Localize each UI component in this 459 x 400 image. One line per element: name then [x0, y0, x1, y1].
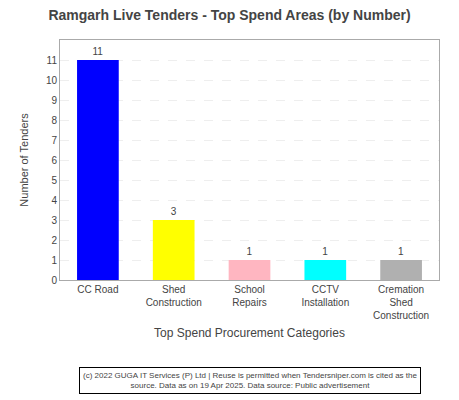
svg-text:ShedConstruction: ShedConstruction — [146, 284, 202, 308]
svg-text:8: 8 — [51, 115, 57, 126]
svg-text:1: 1 — [322, 246, 328, 257]
svg-text:4: 4 — [51, 195, 57, 206]
svg-text:1: 1 — [247, 246, 253, 257]
svg-text:0: 0 — [51, 275, 57, 286]
svg-text:3: 3 — [51, 215, 57, 226]
svg-text:11: 11 — [47, 55, 58, 66]
svg-text:SchoolRepairs: SchoolRepairs — [232, 284, 266, 308]
svg-text:6: 6 — [51, 155, 57, 166]
svg-text:(c) 2022 GUGA IT Services (P): (c) 2022 GUGA IT Services (P) Ltd | Reus… — [83, 371, 417, 390]
svg-text:10: 10 — [46, 75, 58, 86]
svg-text:1: 1 — [51, 255, 57, 266]
svg-text:1: 1 — [398, 246, 404, 257]
svg-text:CCTVInstallation: CCTVInstallation — [301, 284, 349, 308]
svg-text:5: 5 — [51, 175, 57, 186]
svg-text:7: 7 — [51, 135, 57, 146]
svg-text:9: 9 — [51, 95, 57, 106]
svg-text:CC Road: CC Road — [77, 284, 118, 295]
svg-text:2: 2 — [51, 235, 57, 246]
svg-text:3: 3 — [171, 206, 177, 217]
svg-text:Number of Tenders: Number of Tenders — [18, 113, 30, 207]
svg-text:Ramgarh Live Tenders - Top Spe: Ramgarh Live Tenders - Top Spend Areas (… — [48, 7, 410, 23]
svg-text:CremationShedConstruction: CremationShedConstruction — [373, 284, 429, 321]
svg-text:Top Spend Procurement Categori: Top Spend Procurement Categories — [154, 326, 345, 340]
svg-text:11: 11 — [92, 46, 103, 57]
